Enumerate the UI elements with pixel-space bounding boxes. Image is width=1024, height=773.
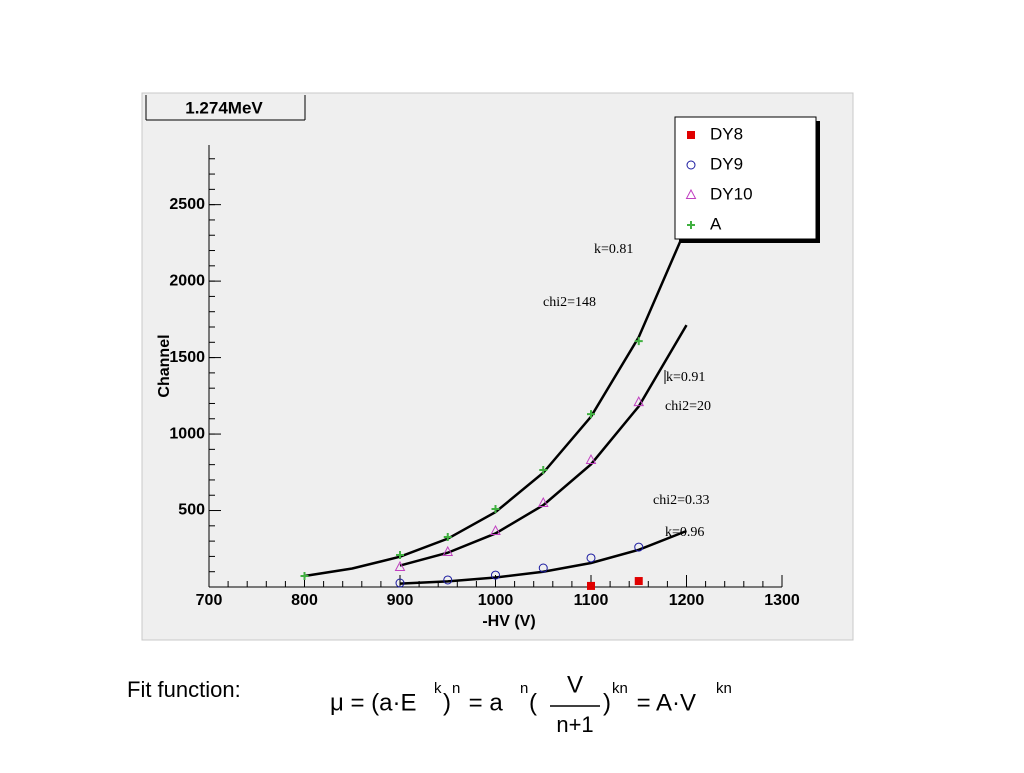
marker-plus [443, 532, 452, 541]
fit-annotation: chi2=20 [665, 399, 711, 414]
y-tick-label: 1000 [169, 425, 205, 442]
marker-plus [539, 466, 548, 474]
fit-annotation: k=0.91 [666, 370, 705, 385]
y-tick-label: 1500 [169, 349, 205, 366]
formula-part: μ = (a·E [330, 689, 417, 716]
marker-triangle [394, 560, 406, 571]
formula-part: k [434, 680, 442, 697]
formula-part: ) [603, 689, 611, 716]
marker-square [687, 131, 695, 139]
marker-circle [634, 542, 644, 552]
fit-curve [399, 324, 688, 567]
marker-plus [687, 221, 695, 229]
annotations: k=0.81 chi2=148 k=0.91 chi2=20 chi2=0.33 k=0.… [543, 242, 711, 540]
marker-square [634, 577, 643, 586]
fit-annotation: chi2=0.33 [653, 493, 710, 508]
x-tick-label: 1300 [764, 592, 800, 609]
marker-triangle [442, 545, 454, 556]
marker-plus [300, 571, 309, 580]
footer-label: Fit function: [127, 677, 241, 702]
marker-triangle [585, 453, 597, 465]
formula-part: kn [716, 680, 732, 697]
chart-title: 1.274MeV [185, 98, 263, 117]
legend [674, 116, 817, 240]
marker-plus [587, 410, 595, 419]
formula-part: ( [529, 689, 537, 716]
y-tick-label: 2000 [169, 272, 205, 289]
plot-area: 700 800 900 1000 1100 1200 1300 500 1000 1500 2000… [169, 158, 800, 609]
formula-part: = a [462, 689, 503, 716]
marker-circle [586, 553, 596, 563]
formula-part: kn [612, 680, 628, 697]
fit-annotation: chi2=148 [543, 295, 596, 310]
formula-part: ) [443, 689, 451, 716]
formula: μ = (a·Ek)n = an(Vn+1)kn = A·Vkn [330, 671, 732, 736]
formula-part: n+1 [556, 712, 593, 737]
fit-annotation: k=0.81 [594, 242, 633, 257]
x-tick-label: 1100 [574, 592, 609, 609]
legend-label: DY9 [710, 154, 743, 173]
x-tick-label: 1000 [478, 592, 514, 609]
formula-part: n [452, 680, 460, 697]
marker-circle [491, 570, 500, 580]
fit-annotation: k=0.96 [665, 525, 704, 540]
formula-part: V [567, 671, 583, 698]
x-axis-label: -HV (V) [482, 613, 535, 630]
x-tick-label: 1200 [669, 592, 705, 609]
legend-label: A [710, 214, 722, 233]
marker-circle [443, 575, 453, 585]
marker-triangle [537, 496, 549, 508]
marker-triangle [685, 188, 697, 199]
marker-triangle [633, 396, 645, 407]
marker-circle [686, 160, 696, 170]
title-box [146, 95, 305, 120]
x-tick-label: 900 [387, 592, 414, 609]
marker-plus [634, 337, 643, 346]
marker-plus [396, 551, 404, 560]
formula-part: = A·V [630, 689, 696, 716]
legend-label: DY8 [710, 124, 743, 143]
legend-items: DY8 DY9 DY10 A [685, 124, 753, 233]
legend-label: DY10 [710, 184, 753, 203]
x-tick-label: 800 [291, 592, 318, 609]
marker-circle [395, 578, 405, 588]
y-axis-label: Channel [156, 334, 173, 397]
formula-part: n [520, 680, 528, 697]
marker-square [587, 581, 595, 590]
x-tick-label: 700 [196, 592, 223, 609]
marker-circle [538, 563, 548, 573]
marker-triangle [490, 524, 501, 536]
marker-plus [491, 505, 500, 513]
y-tick-label: 2500 [169, 196, 205, 213]
y-tick-label: 500 [178, 502, 205, 519]
